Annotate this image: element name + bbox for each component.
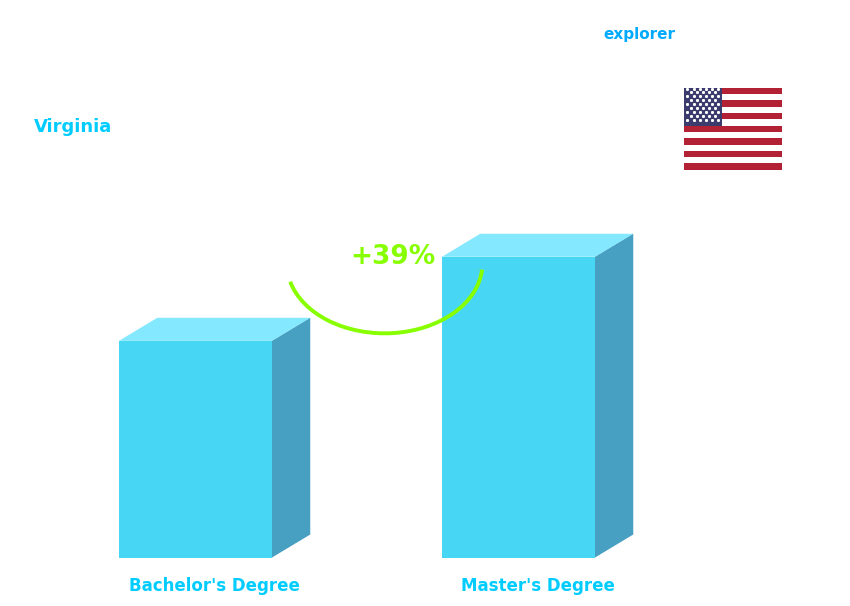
Bar [684,94,782,101]
Polygon shape [119,318,310,341]
Text: Bachelor's Degree: Bachelor's Degree [129,577,300,595]
Text: +39%: +39% [350,244,436,270]
Bar [684,132,782,138]
Bar [684,157,782,164]
Text: .com: .com [673,27,714,42]
Bar [119,341,272,558]
Text: explorer: explorer [604,27,676,42]
Bar [684,119,782,125]
Bar [684,164,782,170]
Bar [684,88,722,125]
Text: Virginia: Virginia [34,118,112,136]
Text: Master's Degree: Master's Degree [461,577,615,595]
Polygon shape [442,234,633,257]
Bar [684,107,782,113]
Text: salary: salary [540,27,592,42]
Bar [684,113,782,119]
Bar [684,125,782,132]
Text: 70,900 USD: 70,900 USD [137,270,254,287]
Polygon shape [272,318,310,558]
Bar [684,144,782,151]
Bar [684,151,782,157]
Bar [442,257,595,558]
Text: Salary Comparison By Education: Salary Comparison By Education [34,27,567,55]
Text: Validation Engineer: Validation Engineer [34,76,209,94]
Bar [684,101,782,107]
Text: Average Yearly Salary: Average Yearly Salary [832,247,842,359]
Bar [684,88,782,94]
Polygon shape [595,234,633,558]
Bar [684,138,782,144]
Text: 98,400 USD: 98,400 USD [471,185,589,204]
